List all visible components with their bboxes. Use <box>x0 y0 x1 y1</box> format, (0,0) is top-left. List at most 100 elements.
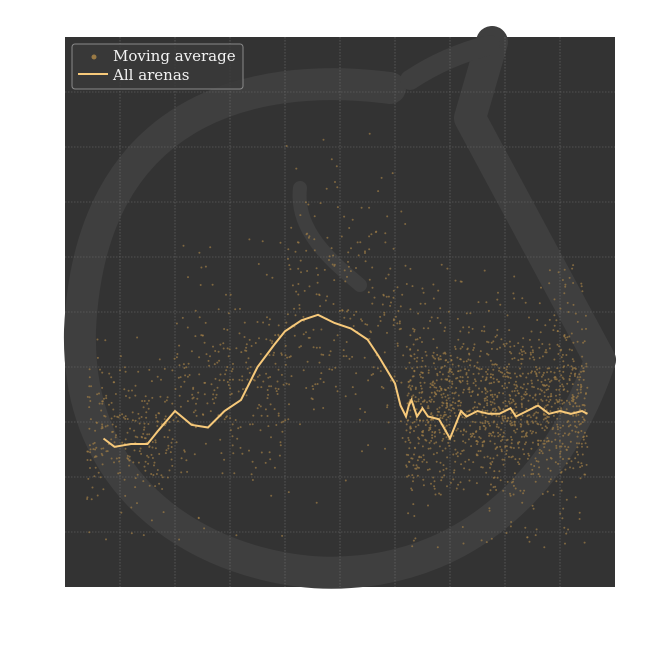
scatter-point <box>505 342 508 345</box>
scatter-point <box>360 318 362 321</box>
scatter-point <box>459 280 462 283</box>
scatter-point <box>140 435 143 438</box>
scatter-point <box>545 384 548 387</box>
scatter-point <box>571 394 574 396</box>
scatter-point <box>519 375 522 378</box>
scatter-point <box>364 411 366 414</box>
scatter-point <box>524 434 527 437</box>
scatter-point <box>490 347 493 350</box>
scatter-point <box>565 408 568 411</box>
scatter-point <box>537 444 540 446</box>
scatter-point <box>576 395 579 398</box>
scatter-point <box>574 425 577 427</box>
scatter-point <box>569 424 572 427</box>
scatter-point <box>312 346 315 349</box>
scatter-point <box>438 410 440 413</box>
scatter-point <box>302 369 305 372</box>
scatter-point <box>118 414 121 417</box>
scatter-point <box>220 452 223 455</box>
scatter-point <box>548 282 551 285</box>
scatter-point <box>431 354 434 357</box>
scatter-point <box>404 440 407 443</box>
scatter-point <box>454 414 457 417</box>
scatter-point <box>308 336 311 339</box>
scatter-point <box>185 366 188 369</box>
scatter-point <box>478 426 481 428</box>
legend-scatter-marker <box>91 54 97 60</box>
scatter-point <box>510 438 513 441</box>
scatter-point <box>320 372 323 375</box>
scatter-point <box>457 400 460 403</box>
scatter-point <box>544 351 547 354</box>
scatter-point <box>560 489 563 492</box>
scatter-point <box>486 493 489 496</box>
scatter-point <box>488 424 491 427</box>
scatter-point <box>227 312 230 315</box>
scatter-point <box>522 397 525 400</box>
scatter-point <box>192 411 195 414</box>
scatter-point <box>426 468 429 471</box>
scatter-point <box>459 330 462 333</box>
scatter-point <box>483 330 486 333</box>
scatter-point <box>279 241 282 244</box>
scatter-point <box>442 437 445 440</box>
scatter-point <box>580 370 582 373</box>
scatter-point <box>333 339 336 342</box>
scatter-point <box>138 422 141 425</box>
scatter-point <box>153 461 156 464</box>
scatter-point <box>119 471 122 474</box>
scatter-point <box>445 418 448 421</box>
scatter-point <box>86 498 89 500</box>
scatter-point <box>564 336 567 339</box>
scatter-point <box>567 425 570 428</box>
scatter-point <box>554 432 557 435</box>
scatter-point <box>579 477 582 480</box>
scatter-point <box>212 393 215 396</box>
scatter-point <box>553 358 556 361</box>
scatter-point <box>285 145 288 147</box>
scatter-point <box>540 398 543 401</box>
scatter-point <box>386 406 389 409</box>
scatter-point <box>92 448 95 451</box>
scatter-point <box>412 476 415 479</box>
scatter-point <box>421 359 424 362</box>
scatter-point <box>527 414 529 417</box>
scatter-point <box>212 345 214 348</box>
scatter-point <box>559 385 562 388</box>
scatter-point <box>170 446 173 448</box>
scatter-point <box>553 314 556 317</box>
scatter-point <box>483 406 486 409</box>
scatter-point <box>574 312 577 315</box>
scatter-point <box>228 378 231 381</box>
scatter-point <box>349 317 352 320</box>
scatter-point <box>579 391 582 394</box>
scatter-point <box>509 422 512 425</box>
scatter-point <box>232 452 235 455</box>
scatter-point <box>558 393 561 396</box>
scatter-point <box>438 406 441 409</box>
scatter-point <box>419 336 422 339</box>
scatter-point <box>569 440 572 443</box>
scatter-point <box>469 312 472 315</box>
scatter-point <box>298 346 301 349</box>
scatter-point <box>574 457 577 460</box>
scatter-point <box>88 368 91 371</box>
scatter-point <box>130 532 133 535</box>
scatter-point <box>443 432 446 435</box>
scatter-point <box>271 340 274 343</box>
scatter-point <box>363 356 366 359</box>
scatter-point <box>476 361 479 364</box>
scatter-point <box>510 352 513 355</box>
scatter-point <box>118 456 121 459</box>
scatter-point <box>407 380 410 383</box>
scatter-point <box>231 444 234 447</box>
scatter-point <box>565 498 568 501</box>
scatter-point <box>546 420 549 423</box>
scatter-point <box>147 423 150 425</box>
scatter-point <box>556 367 559 370</box>
scatter-point <box>432 356 435 359</box>
scatter-point <box>452 373 455 376</box>
scatter-point <box>441 476 444 479</box>
scatter-point <box>584 409 587 411</box>
scatter-point <box>145 416 148 419</box>
